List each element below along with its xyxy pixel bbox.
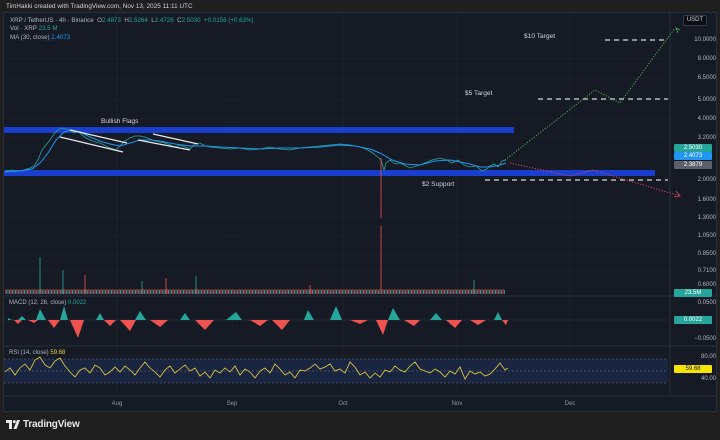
currency-button[interactable]: USDT xyxy=(683,15,707,26)
symbol-label[interactable]: XRP / TetherUS · 4h · Binance xyxy=(10,17,94,24)
ma-legend[interactable]: MA (30, close) 2.4073 xyxy=(10,33,71,41)
bullish-projection xyxy=(504,27,676,161)
ma-series xyxy=(4,129,507,173)
price-tick: 0.8500 xyxy=(697,251,716,257)
flag-2-lower xyxy=(137,139,191,151)
close-value: 2.5030 xyxy=(181,17,201,24)
ohlc-row: XRP / TetherUS · 4h · Binance O2.4873 H2… xyxy=(10,17,254,24)
price-series xyxy=(4,127,507,172)
macd-badge: 0.0022 xyxy=(674,316,712,324)
bullish-arrowhead xyxy=(675,27,681,34)
tradingview-logo-icon xyxy=(6,420,20,429)
prev-price-badge: 2.3879 xyxy=(674,161,712,169)
price-tick: 0.7100 xyxy=(697,268,716,274)
chart-frame xyxy=(3,12,717,412)
bullish-flags-label[interactable]: Bullish Flags xyxy=(101,118,139,125)
attribution-text: TimHakki created with TradingView.com, N… xyxy=(6,3,193,10)
rsi-value: 59.68 xyxy=(50,350,66,356)
flag-1-upper xyxy=(69,129,128,144)
time-tick: Oct xyxy=(338,401,348,407)
open-value: 2.4873 xyxy=(101,17,121,24)
macd-histogram xyxy=(8,306,508,338)
time-tick: Sep xyxy=(226,401,238,407)
price-tick: 0.6000 xyxy=(697,282,716,288)
support-label[interactable]: $2 Support xyxy=(422,181,455,188)
flag-1-lower xyxy=(59,136,124,153)
price-tick: 6.5000 xyxy=(697,75,716,81)
tradingview-brand[interactable]: TradingView xyxy=(6,419,80,430)
rsi-line xyxy=(4,356,509,380)
volume-badge: 23.5M xyxy=(674,289,712,297)
rsi-badge: 59.68 xyxy=(674,365,712,373)
rsi-legend[interactable]: RSI (14, close) 59.68 xyxy=(9,350,66,356)
chart-legend: XRP / TetherUS · 4h · Binance O2.4873 H2… xyxy=(10,17,254,42)
volume-value: 23.5 M xyxy=(38,25,58,33)
high-value: 2.5264 xyxy=(128,17,148,24)
time-tick: Nov xyxy=(451,401,463,407)
macd-value: 0.0022 xyxy=(68,300,87,306)
ma-value: 2.4073 xyxy=(51,33,71,41)
support-band xyxy=(4,170,655,176)
price-tick: 1.0500 xyxy=(697,233,716,239)
price-tick: 10.0000 xyxy=(694,37,716,43)
macd-tick: −0.0500 xyxy=(694,336,716,342)
rsi-tick: 40.00 xyxy=(700,376,716,382)
flag-2-upper xyxy=(152,133,199,145)
brand-name: TradingView xyxy=(23,419,80,430)
last-price-badge: 2.5030 xyxy=(674,144,712,152)
time-tick: Aug xyxy=(111,401,123,407)
resistance-band xyxy=(4,127,514,133)
price-tick: 4.0000 xyxy=(697,116,716,122)
grid-lines xyxy=(4,13,670,396)
target-5-label[interactable]: $5 Target xyxy=(465,90,493,97)
macd-tick: 0.0500 xyxy=(697,300,716,306)
macd-legend[interactable]: MACD (12, 26, close) 0.0022 xyxy=(9,300,87,306)
ma-price-badge: 2.4073 xyxy=(674,152,712,160)
low-value: 2.4726 xyxy=(154,17,174,24)
price-tick: 8.0000 xyxy=(697,56,716,62)
volume-legend[interactable]: Vol · XRP 23.5 M xyxy=(10,25,58,33)
target-10-label[interactable]: $10 Target xyxy=(524,33,556,40)
price-tick: 1.6000 xyxy=(697,197,716,203)
bearish-arrowhead xyxy=(673,190,681,198)
time-tick: Dec xyxy=(564,401,576,407)
volume-baseline xyxy=(5,288,505,294)
price-tick: 3.2000 xyxy=(697,135,716,141)
price-tick: 1.3000 xyxy=(697,215,716,221)
change-value: +0.0156 (+0.63%) xyxy=(204,17,254,24)
price-tick: 2.0000 xyxy=(697,177,716,183)
price-tick: 5.0000 xyxy=(697,97,716,103)
rsi-tick: 80.00 xyxy=(700,354,716,360)
bearish-projection xyxy=(509,162,681,197)
